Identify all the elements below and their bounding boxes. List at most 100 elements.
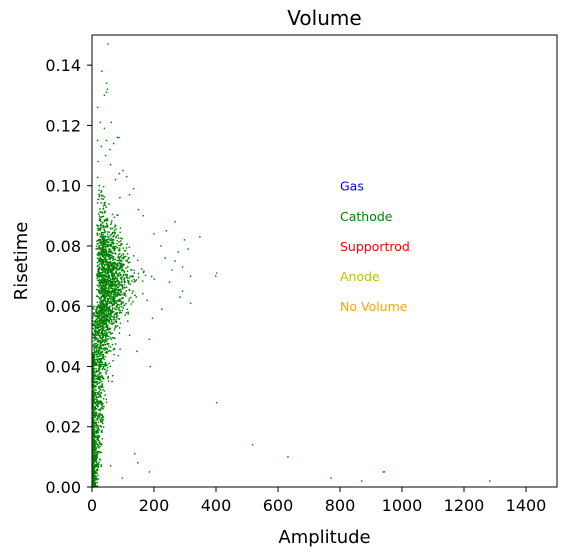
y-tick-label: 0.02	[45, 418, 81, 437]
data-point	[110, 220, 113, 222]
data-point	[107, 331, 110, 334]
data-point	[103, 330, 106, 332]
data-point	[105, 222, 108, 225]
data-point	[97, 385, 100, 388]
data-point	[94, 338, 97, 341]
data-point	[119, 322, 122, 325]
data-point	[104, 337, 107, 339]
data-point	[115, 270, 118, 273]
data-point	[106, 338, 109, 340]
data-point	[103, 327, 105, 329]
data-point	[96, 318, 99, 320]
data-point	[95, 245, 98, 248]
data-point	[102, 309, 105, 312]
data-point	[112, 281, 114, 283]
data-point	[113, 226, 116, 228]
data-point	[109, 163, 112, 166]
data-point	[98, 306, 100, 309]
data-point	[116, 263, 119, 265]
data-point	[103, 275, 105, 278]
data-point	[105, 286, 108, 289]
data-point	[99, 337, 102, 340]
data-point	[99, 258, 101, 260]
data-point	[103, 341, 106, 344]
data-point	[111, 311, 114, 314]
data-point	[110, 241, 113, 244]
data-point	[124, 255, 127, 258]
data-point	[115, 289, 117, 291]
data-point	[122, 253, 125, 255]
data-point	[111, 322, 113, 325]
data-point	[92, 412, 94, 415]
data-point	[112, 258, 115, 261]
data-point	[109, 298, 112, 301]
data-point	[122, 273, 125, 276]
data-point	[92, 381, 95, 384]
data-point	[110, 332, 112, 335]
data-point	[110, 221, 113, 224]
data-point	[102, 328, 105, 331]
data-point	[97, 289, 100, 291]
data-point	[105, 312, 108, 314]
data-point	[95, 367, 97, 370]
data-point	[98, 365, 101, 368]
data-point	[120, 242, 123, 245]
data-point	[109, 235, 111, 237]
data-point	[113, 294, 115, 296]
data-point	[107, 238, 110, 241]
data-point	[116, 325, 119, 327]
data-point	[109, 322, 111, 325]
data-point	[109, 258, 112, 260]
data-point	[97, 160, 100, 163]
data-point	[97, 324, 100, 327]
data-point	[116, 136, 119, 139]
data-point	[120, 305, 123, 308]
data-point	[92, 370, 95, 372]
data-point	[130, 268, 133, 271]
data-point	[109, 239, 112, 242]
data-point	[96, 232, 99, 235]
data-point	[105, 91, 108, 94]
data-point	[100, 465, 102, 468]
data-point	[105, 398, 108, 401]
data-point	[100, 330, 103, 333]
data-point	[100, 404, 103, 406]
data-point	[99, 342, 102, 345]
data-point	[121, 309, 124, 312]
data-point	[122, 269, 124, 272]
data-point	[100, 328, 102, 330]
data-point	[94, 436, 97, 439]
x-tick-label: 1400	[506, 496, 547, 515]
data-point	[105, 324, 107, 326]
data-point	[104, 243, 107, 246]
data-point	[96, 346, 99, 348]
data-point	[116, 246, 119, 249]
data-point	[116, 312, 119, 314]
data-point	[94, 384, 97, 387]
data-point	[96, 450, 98, 453]
data-point	[105, 331, 107, 333]
data-point	[93, 435, 95, 438]
data-point	[122, 169, 124, 172]
data-point	[118, 327, 121, 329]
data-point	[101, 414, 103, 417]
data-point	[113, 300, 115, 303]
data-point	[100, 464, 103, 466]
data-point	[117, 272, 120, 275]
data-point	[98, 402, 100, 405]
data-point	[104, 351, 107, 354]
data-point	[123, 284, 126, 286]
data-point	[92, 450, 95, 453]
data-point	[104, 310, 107, 312]
data-point	[153, 278, 156, 280]
data-point	[100, 302, 103, 305]
data-point	[105, 278, 108, 281]
data-point	[111, 343, 114, 346]
data-point	[109, 286, 112, 288]
data-point	[116, 300, 118, 302]
data-point	[100, 418, 103, 420]
data-point	[114, 287, 116, 289]
data-point	[97, 427, 99, 430]
data-point	[98, 189, 100, 191]
